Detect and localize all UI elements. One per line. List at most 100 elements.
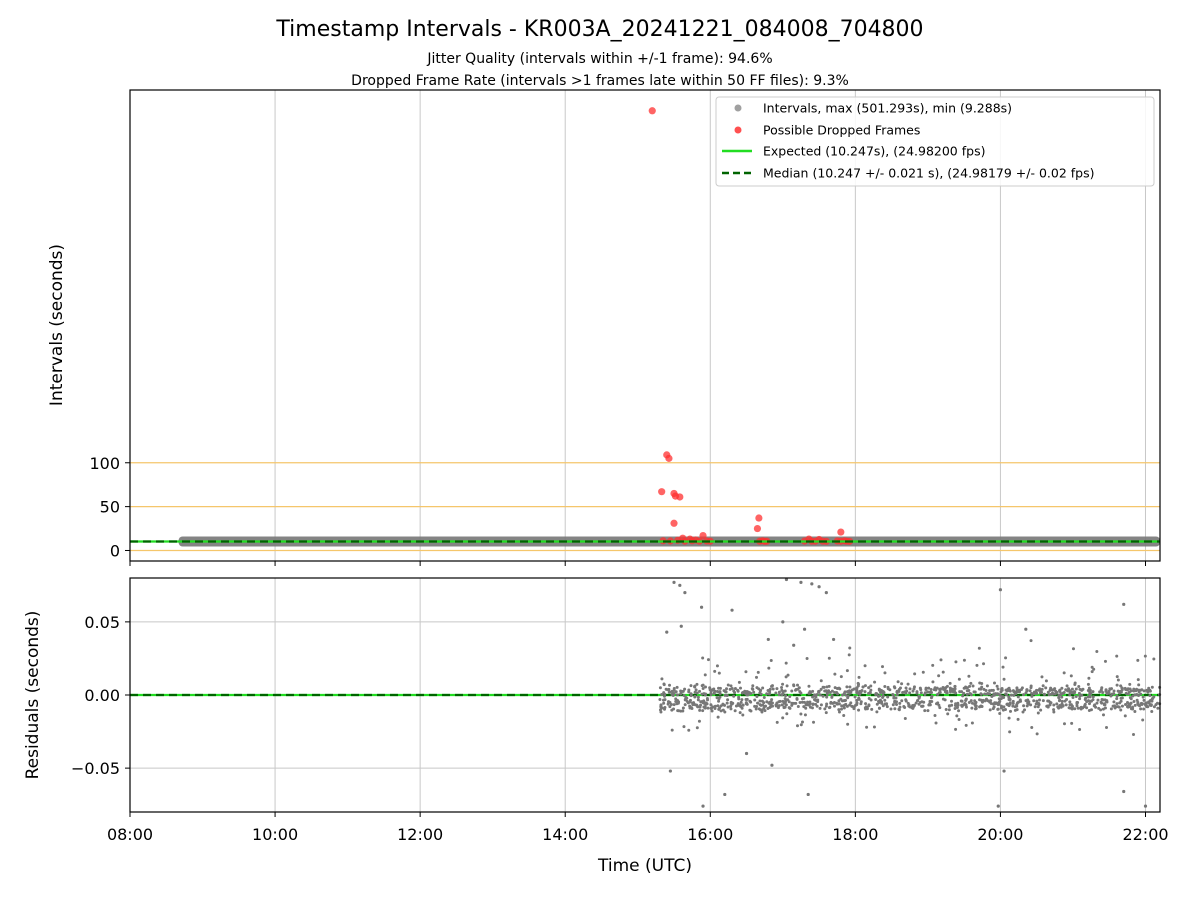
residual-point <box>886 687 890 691</box>
residual-point <box>1022 693 1026 697</box>
residual-point <box>895 702 899 706</box>
residual-point <box>965 692 969 696</box>
residual-point <box>1016 700 1020 704</box>
residual-point <box>927 686 931 690</box>
residuals-y-tick-label: 0.05 <box>84 613 120 632</box>
residual-point <box>856 684 860 688</box>
x-tick-label: 10:00 <box>252 825 298 844</box>
residual-point <box>967 700 971 704</box>
residual-point <box>1078 728 1082 732</box>
residual-point <box>1034 702 1038 706</box>
residual-point <box>914 701 918 705</box>
residual-point <box>749 691 753 695</box>
residual-point <box>1074 695 1078 699</box>
residual-point <box>783 705 787 709</box>
residual-point <box>808 705 812 709</box>
residual-outlier-point <box>998 588 1003 592</box>
residual-point <box>775 720 779 724</box>
intervals-panel: 0 50 100 Intervals (seconds) Intervals, ma… <box>47 89 1161 566</box>
residual-point <box>1127 702 1131 706</box>
residual-point <box>856 681 860 685</box>
residual-point <box>1038 698 1042 702</box>
dropped-frame-point <box>699 531 707 540</box>
residual-point <box>874 697 878 701</box>
residual-point <box>738 711 742 715</box>
residual-point <box>937 674 941 678</box>
residual-point <box>1011 689 1015 693</box>
residual-point <box>1078 694 1082 698</box>
residual-point <box>1068 703 1072 707</box>
intervals-axes-frame <box>129 89 1161 562</box>
residual-point <box>703 673 707 677</box>
residual-point <box>908 691 912 695</box>
residual-point <box>896 680 900 684</box>
residual-point <box>1113 706 1117 710</box>
residual-point <box>931 680 935 684</box>
residual-point <box>663 706 667 710</box>
residual-point <box>759 692 763 696</box>
residual-point <box>947 704 951 708</box>
residual-point <box>1039 708 1043 712</box>
residual-point <box>703 685 707 689</box>
residual-point <box>733 687 737 691</box>
residual-point <box>668 690 672 694</box>
residual-point <box>906 701 910 705</box>
residual-outlier-point <box>792 643 796 647</box>
residual-point <box>660 677 664 681</box>
residual-point <box>761 686 765 690</box>
residual-point <box>802 705 806 709</box>
residual-point <box>677 709 681 713</box>
residual-point <box>713 706 717 710</box>
dropped-frame-point <box>648 107 656 115</box>
residual-point <box>891 703 895 707</box>
residual-point <box>953 684 957 688</box>
residual-point <box>804 703 808 707</box>
residual-point <box>937 703 941 707</box>
residual-point <box>784 694 788 698</box>
residual-point <box>784 661 788 665</box>
residual-point <box>964 703 968 707</box>
residual-point <box>1088 690 1092 694</box>
residual-point <box>795 724 799 728</box>
residual-point <box>688 704 692 708</box>
residual-outlier-point <box>996 804 1000 808</box>
residual-point <box>928 699 932 703</box>
residual-point <box>926 690 930 694</box>
residual-point <box>1115 694 1119 698</box>
residual-point <box>1115 654 1119 658</box>
residual-point <box>705 696 709 700</box>
residual-point <box>669 702 673 706</box>
residual-point <box>1091 690 1095 694</box>
residual-point <box>897 707 901 711</box>
residual-point <box>961 694 965 698</box>
residual-point <box>903 705 907 709</box>
residual-point <box>944 708 948 712</box>
residual-point <box>964 723 968 727</box>
dropped-frame-point <box>753 524 762 533</box>
residual-point <box>795 697 799 701</box>
residual-point <box>1032 692 1036 696</box>
residual-outlier-point <box>806 792 810 797</box>
residual-point <box>1065 684 1069 688</box>
x-tick-label: 22:00 <box>1122 825 1168 844</box>
residual-point <box>879 700 883 704</box>
residual-point <box>662 683 666 687</box>
residual-outlier-point <box>831 637 836 642</box>
residual-point <box>1123 714 1127 718</box>
residual-point <box>1030 691 1034 695</box>
residual-point <box>1095 649 1099 653</box>
residual-point <box>800 700 804 704</box>
residual-point <box>895 692 899 696</box>
legend-expected-label: Expected (10.247s), (24.98200 fps) <box>763 144 985 159</box>
residual-point <box>1110 692 1114 696</box>
residual-point <box>821 685 825 689</box>
residual-point <box>845 685 849 689</box>
residual-point <box>1116 689 1120 693</box>
residual-point <box>900 682 904 686</box>
residual-point <box>1062 722 1066 726</box>
residual-point <box>754 675 758 679</box>
residual-point <box>796 687 800 691</box>
residual-point <box>1035 688 1039 692</box>
residual-point <box>833 672 837 676</box>
residual-point <box>1009 709 1013 713</box>
